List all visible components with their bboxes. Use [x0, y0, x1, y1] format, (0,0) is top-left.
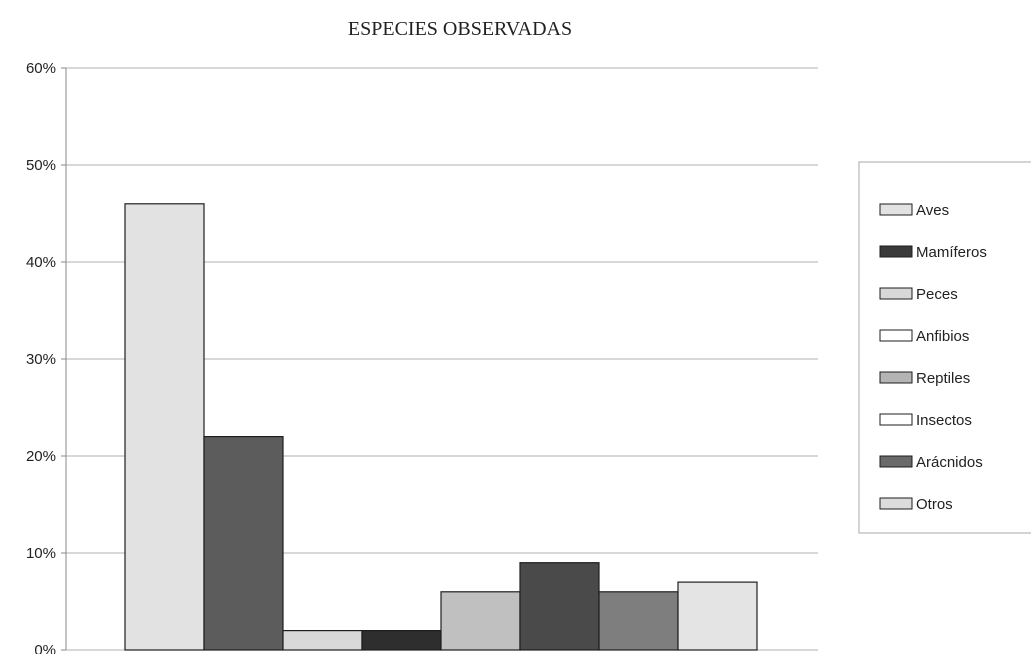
legend-swatch — [879, 413, 913, 426]
y-tick-label: 60% — [26, 60, 56, 77]
y-tick-label: 0% — [34, 642, 56, 654]
bar-aracnidos — [598, 591, 679, 651]
bar-mamiferos — [203, 436, 284, 651]
legend-label: Otros — [916, 496, 953, 513]
legend-label: Mamíferos — [916, 244, 987, 261]
legend-label: Arácnidos — [916, 454, 983, 471]
legend-swatch — [879, 203, 913, 216]
bar-anfibios — [361, 629, 442, 651]
legend-swatch — [879, 245, 913, 258]
y-tick-label: 20% — [26, 448, 56, 465]
legend-label: Reptiles — [916, 370, 970, 387]
bar-reptiles — [440, 591, 521, 651]
bar-peces — [282, 629, 363, 651]
chart-title: ESPECIES OBSERVADAS — [348, 18, 572, 40]
legend-label: Anfibios — [916, 328, 969, 345]
y-tick-label: 30% — [26, 351, 56, 368]
y-tick-label: 50% — [26, 157, 56, 174]
bar-aves — [124, 203, 205, 651]
legend-swatch — [879, 287, 913, 300]
legend-swatch — [879, 455, 913, 468]
legend-label: Peces — [916, 286, 958, 303]
legend-box — [858, 161, 1031, 534]
legend-label: Insectos — [916, 412, 972, 429]
y-tick-label: 10% — [26, 545, 56, 562]
bars — [124, 203, 758, 651]
bar-insectos — [519, 562, 600, 651]
legend-swatch — [879, 329, 913, 342]
y-tick-label: 40% — [26, 254, 56, 271]
legend-swatch — [879, 371, 913, 384]
y-axis: 0% 10% 20% 30% 40% 50% 60% — [26, 60, 67, 654]
legend: Aves Mamíferos Peces Anfibios Reptiles Insect… — [858, 161, 1031, 534]
legend-label: Aves — [916, 202, 949, 219]
legend-swatch — [879, 497, 913, 510]
bar-otros — [677, 581, 758, 651]
